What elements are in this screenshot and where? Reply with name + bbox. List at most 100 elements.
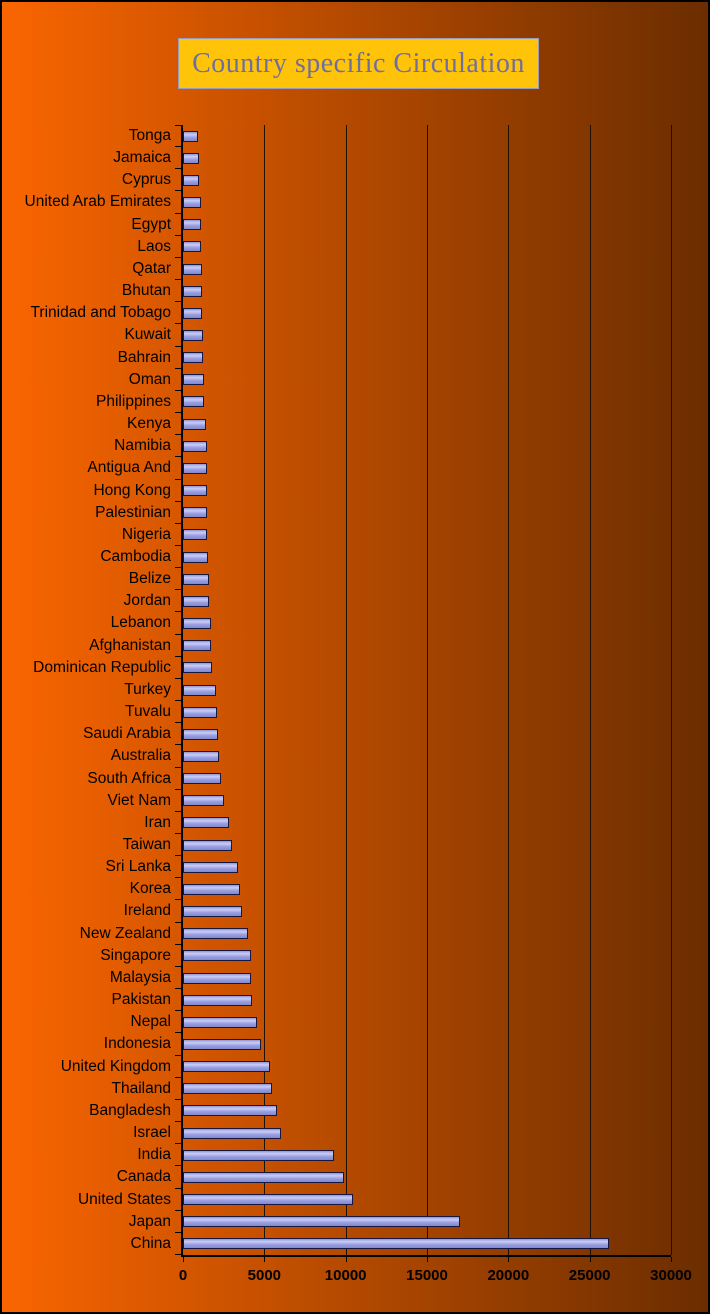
y-axis-tick [175, 1165, 181, 1167]
x-tick-label: 25000 [568, 1267, 611, 1284]
y-axis-tick [175, 677, 181, 679]
bar [183, 950, 252, 962]
country-label: Nepal [130, 1013, 172, 1031]
country-label: Bhutan [121, 282, 171, 300]
y-axis-tick [175, 655, 181, 657]
bar [183, 994, 253, 1006]
country-label: Jamaica [113, 149, 171, 167]
bar [183, 1016, 257, 1028]
x-axis-tick [264, 1257, 266, 1262]
gridline [427, 125, 428, 1255]
country-label: Dominican Republic [33, 658, 171, 676]
y-axis-tick [175, 1010, 181, 1012]
bar [183, 462, 207, 474]
country-label: China [130, 1234, 172, 1252]
y-axis-tick [175, 700, 181, 702]
bar [183, 440, 207, 452]
y-axis-tick [175, 988, 181, 990]
country-label: Turkey [124, 680, 171, 698]
x-axis-tick [508, 1257, 510, 1262]
y-axis-tick [175, 389, 181, 391]
y-axis-tick [175, 1054, 181, 1056]
bar [183, 263, 202, 275]
country-label: South Africa [87, 769, 171, 787]
country-label: Japan [128, 1212, 171, 1230]
x-tick-label: 20000 [487, 1267, 530, 1284]
bar [183, 352, 204, 364]
bar [183, 595, 210, 607]
country-label: Lebanon [110, 614, 171, 632]
y-axis-tick [175, 345, 181, 347]
country-label: Ireland [123, 902, 171, 920]
bar [183, 1216, 460, 1228]
bar [183, 219, 202, 231]
bar [183, 1149, 335, 1161]
country-label: Viet Nam [107, 791, 171, 809]
y-axis-tick [175, 1254, 181, 1255]
y-axis-tick [175, 146, 181, 148]
country-label: Hong Kong [93, 481, 171, 499]
y-axis-tick [175, 168, 181, 170]
country-label: Namibia [114, 437, 171, 455]
x-tick-label: 10000 [324, 1267, 367, 1284]
y-axis-tick [175, 611, 181, 613]
x-axis-tick [427, 1257, 428, 1262]
country-label: Iran [144, 813, 171, 831]
y-axis-tick [175, 1032, 181, 1034]
country-label: Palestinian [95, 503, 171, 521]
bar [183, 285, 203, 297]
x-tick-label: 0 [178, 1267, 188, 1284]
country-label: Tuvalu [125, 703, 171, 721]
bar [183, 773, 222, 785]
y-axis-tick [175, 212, 181, 214]
country-label: Tonga [128, 127, 171, 144]
y-axis-tick [175, 522, 181, 524]
country-label: Sri Lanka [105, 858, 171, 876]
country-label: Taiwan [122, 836, 171, 854]
bar [183, 906, 243, 918]
y-axis-tick [175, 323, 181, 325]
bar [183, 529, 208, 541]
y-axis-tick [175, 766, 181, 768]
bar [183, 972, 252, 984]
bar [183, 662, 213, 674]
country-label: Bahrain [117, 348, 171, 366]
country-label: New Zealand [79, 924, 171, 942]
country-label: Trinidad and Tobago [30, 304, 171, 322]
y-axis-tick [175, 279, 181, 281]
country-label: Israel [133, 1124, 171, 1142]
bar [183, 507, 208, 519]
bar [183, 861, 239, 873]
y-axis-tick [175, 965, 181, 967]
gridline [345, 125, 347, 1255]
x-axis-labels: 0 5000 10000 15000 20000 25000 30000 [179, 1255, 692, 1289]
bar [183, 1238, 610, 1250]
x-axis-tick [671, 1257, 672, 1262]
country-label: Canada [116, 1168, 171, 1186]
bar [183, 152, 199, 164]
bar [183, 883, 240, 895]
country-label: United Arab Emirates [24, 193, 171, 211]
country-label: Philippines [96, 392, 171, 410]
country-label: Cambodia [100, 547, 171, 565]
country-label: United Kingdom [60, 1057, 171, 1075]
y-axis-tick [175, 744, 181, 746]
bar [183, 130, 199, 142]
country-label: Jordan [123, 592, 171, 610]
y-axis-tick [175, 1209, 181, 1211]
bar [183, 684, 216, 696]
bar [183, 1127, 281, 1139]
bar [183, 551, 209, 563]
bar [183, 174, 200, 186]
country-label: Kuwait [124, 326, 171, 344]
x-tick-label: 5000 [247, 1267, 282, 1284]
y-axis-tick [175, 190, 181, 192]
country-label: Malaysia [109, 968, 171, 986]
bar [183, 396, 205, 408]
x-tick-label: 30000 [650, 1267, 692, 1284]
x-tick-label: 15000 [406, 1267, 448, 1284]
y-axis-tick [175, 478, 181, 480]
gridline [671, 125, 672, 1255]
country-label: Belize [128, 570, 171, 588]
